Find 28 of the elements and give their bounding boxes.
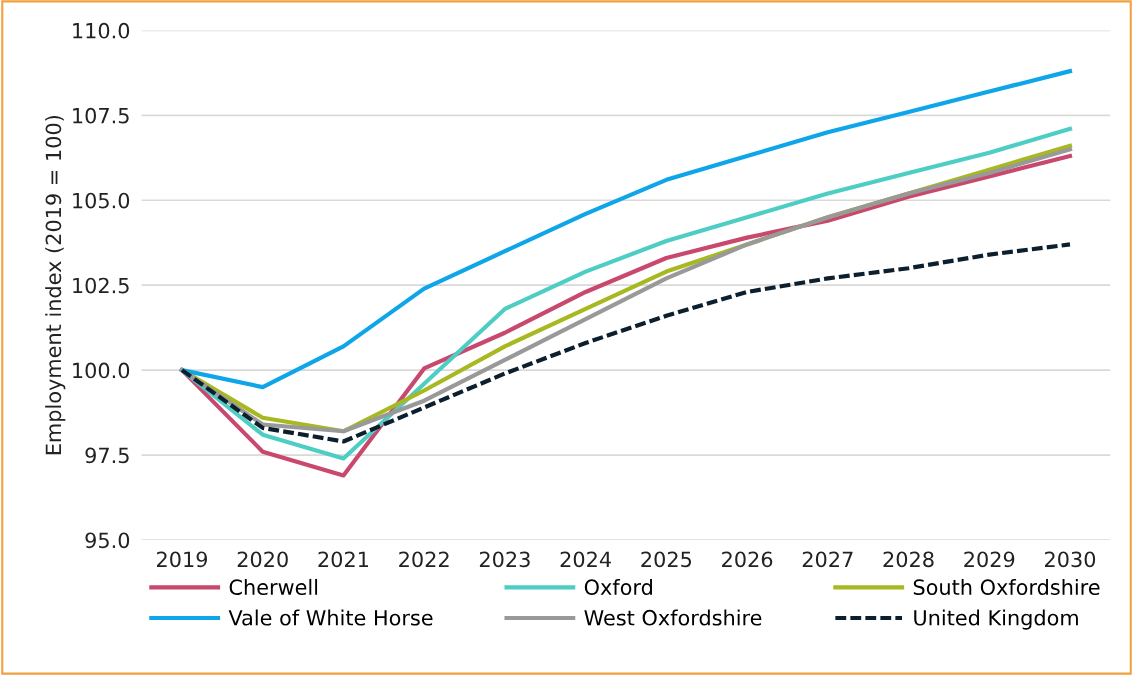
- x-tick-label: 2020: [237, 551, 288, 568]
- x-tick-label: 2026: [722, 551, 773, 568]
- x-tick-label: 2024: [560, 551, 611, 568]
- x-tick-label: 2028: [883, 551, 934, 568]
- x-tick-label: 2030: [1044, 551, 1096, 568]
- y-tick-label: 102.5: [73, 277, 129, 294]
- y-tick-label: 110.0: [73, 22, 130, 39]
- line-series: [179, 242, 1073, 444]
- y-tick-label: 107.5: [73, 107, 129, 124]
- y-tick-label: 95.0: [85, 532, 130, 549]
- x-tick-label: 2025: [641, 551, 692, 568]
- y-tick-label: 100.0: [73, 362, 130, 379]
- x-tick-label: 2021: [318, 551, 369, 568]
- x-tick-label: 2027: [802, 551, 853, 568]
- y-tick-label: 105.0: [73, 192, 130, 209]
- y-axis-title: Employment index (2019 = 100): [45, 115, 66, 455]
- legend-label: Vale of White Horse: [228, 609, 433, 626]
- y-tick-label: 97.5: [85, 447, 129, 464]
- x-tick-label: 2029: [964, 551, 1015, 568]
- legend-label: Oxford: [584, 578, 652, 596]
- x-tick-label: 2022: [399, 551, 449, 568]
- legend-label: Cherwell: [229, 578, 318, 596]
- line-series: [179, 69, 1073, 390]
- x-tick-label: 2019: [157, 551, 208, 568]
- legend-label: West Oxfordshire: [584, 609, 762, 626]
- x-tick-label: 2023: [479, 551, 530, 568]
- legend-label: United Kingdom: [914, 609, 1078, 630]
- legend-label: South Oxfordshire: [913, 578, 1100, 596]
